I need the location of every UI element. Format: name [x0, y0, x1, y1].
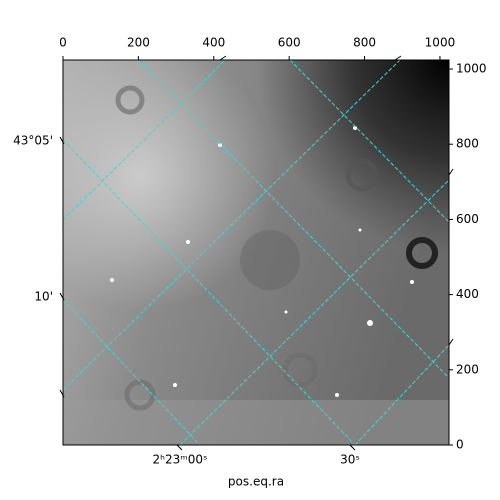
- dec-tick-label: 43°05': [13, 134, 53, 148]
- y-tick-label: 1000: [456, 62, 487, 76]
- dec-tick-label: 10': [34, 290, 53, 304]
- y-tick-label: 800: [456, 137, 479, 151]
- world-ticks: [59, 55, 454, 451]
- ra-tick-label: 30ˢ: [340, 453, 360, 467]
- x-tick-label: 1000: [425, 36, 456, 50]
- ra-tick-label: 2ʰ23ᵐ00ˢ: [153, 453, 208, 467]
- x-tick-label: 200: [127, 36, 150, 50]
- axes-frame: [62, 59, 450, 446]
- x-tick-label: 0: [59, 36, 67, 50]
- image: [63, 60, 449, 445]
- x-axis-label: pos.eq.ra: [228, 475, 284, 489]
- x-tick-label: 600: [278, 36, 301, 50]
- x-tick-label: 400: [202, 36, 225, 50]
- y-tick-label: 600: [456, 212, 479, 226]
- x-tick-label: 800: [353, 36, 376, 50]
- y-tick-label: 0: [456, 438, 464, 452]
- y-tick-label: 400: [456, 287, 479, 301]
- y-tick-label: 200: [456, 362, 479, 376]
